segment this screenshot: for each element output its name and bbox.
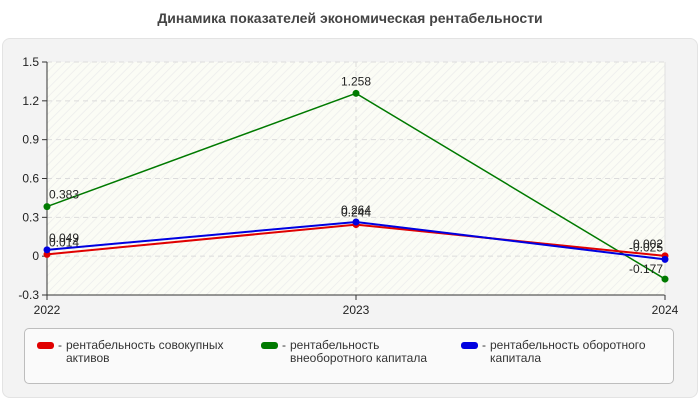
data-point[interactable] xyxy=(661,275,669,283)
data-label: 0.244 xyxy=(341,206,371,220)
legend: - рентабельность совокупных активов - ре… xyxy=(24,328,674,384)
x-tick-label: 2023 xyxy=(343,303,370,317)
legend-item-noncurrent-capital[interactable]: - рентабельность внеоборотного капитала xyxy=(261,339,451,365)
data-label: 0.264 xyxy=(341,203,371,217)
data-label: -0.177 xyxy=(629,262,663,276)
y-tick-label: 0.9 xyxy=(22,133,39,147)
y-axis-ticks: 1.5 1.2 0.9 0.6 0.3 0 -0.3 xyxy=(18,55,47,302)
data-label: 0.383 xyxy=(49,188,79,202)
x-tick-label: 2024 xyxy=(652,303,679,317)
line-chart: 1.51.20.90.60.30-0.3 2022 2023 2024 0.0140… xyxy=(18,55,679,317)
legend-item-working-capital[interactable]: - рентабельность оборотного капитала xyxy=(461,339,666,365)
data-point[interactable] xyxy=(43,246,51,254)
y-tick-label: 1.5 xyxy=(22,55,39,69)
data-series xyxy=(43,89,669,283)
data-point[interactable] xyxy=(661,255,669,263)
data-label: 1.258 xyxy=(341,74,371,88)
data-label: 0.002 xyxy=(633,237,663,251)
y-tick-label: 1.2 xyxy=(22,94,39,108)
chart-title: Динамика показателей экономическая рента… xyxy=(157,10,543,26)
data-point[interactable] xyxy=(43,203,51,211)
data-point[interactable] xyxy=(352,218,360,226)
red-swatch-icon xyxy=(37,342,54,349)
y-tick-label: 0.3 xyxy=(22,210,39,224)
legend-label: рентабельность внеоборотного капитала xyxy=(290,338,427,365)
data-labels: 0.014 0.244 0.002 0.383 1.258 -0.177 0.049 0.26… xyxy=(49,74,663,276)
x-tick-label: 2022 xyxy=(34,303,61,317)
y-tick-label: 0 xyxy=(32,249,39,263)
green-swatch-icon xyxy=(261,342,278,349)
x-axis-ticks: 2022 2023 2024 xyxy=(34,295,679,317)
y-tick-label: -0.3 xyxy=(18,288,39,302)
data-label: 0.014 xyxy=(49,235,79,249)
legend-label: рентабельность совокупных активов xyxy=(66,338,224,365)
legend-item-total-assets[interactable]: - рентабельность совокупных активов xyxy=(37,339,252,365)
data-label: 0.049 xyxy=(49,231,79,245)
data-label: -0.025 xyxy=(629,240,663,254)
legend-label: рентабельность оборотного капитала xyxy=(490,338,646,365)
y-tick-label: 0.6 xyxy=(22,172,39,186)
data-point[interactable] xyxy=(352,89,360,97)
blue-swatch-icon xyxy=(461,342,478,349)
